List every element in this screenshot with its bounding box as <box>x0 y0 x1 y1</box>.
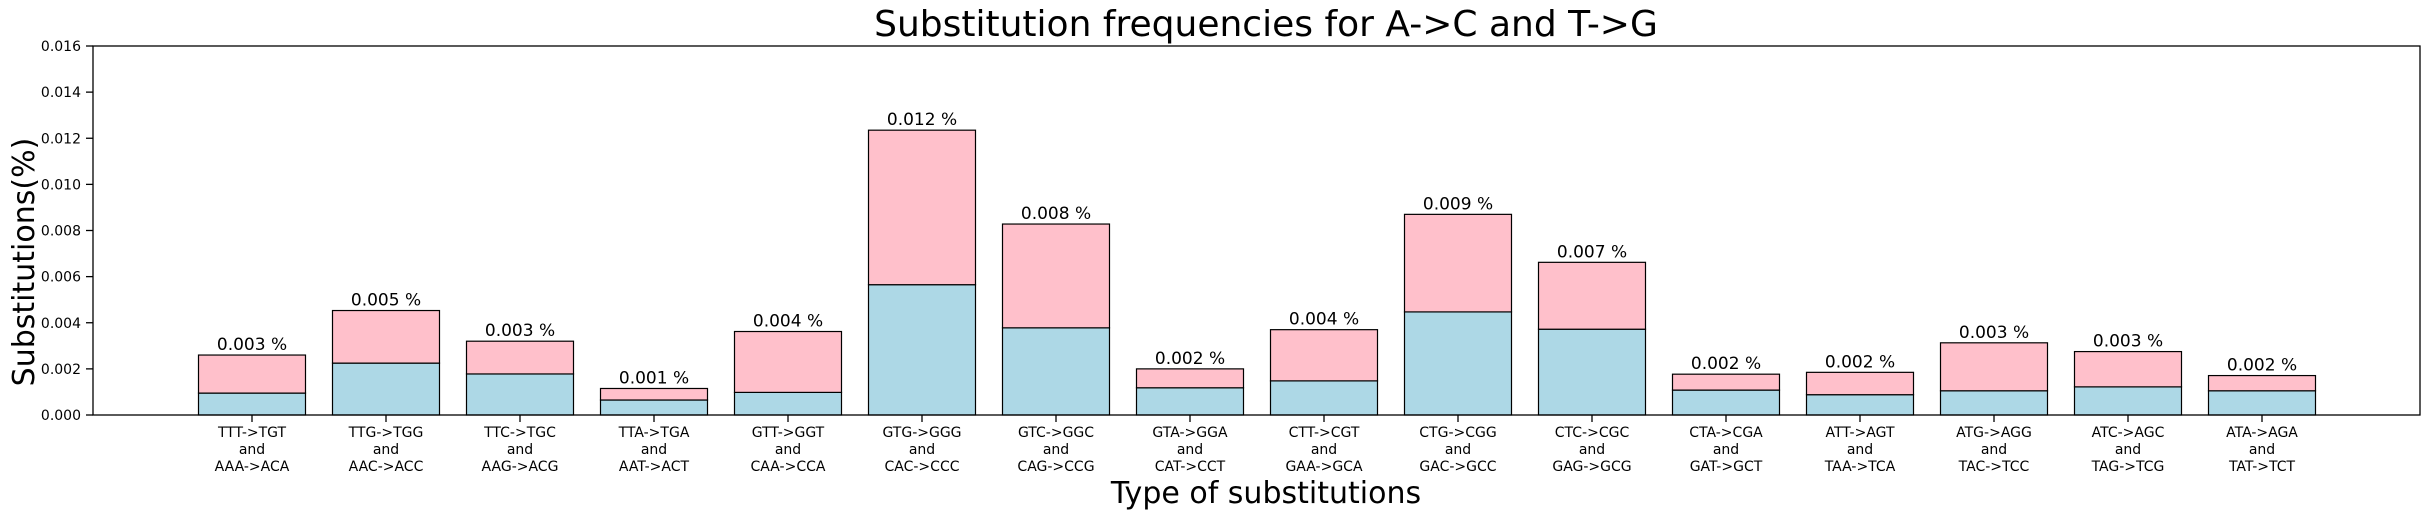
bar-segment-1 <box>599 399 709 416</box>
bar-segment-1 <box>1269 380 1379 416</box>
bar-value-label: 0.002 % <box>1825 352 1895 372</box>
y-tick-label: 0.006 <box>41 270 81 286</box>
bar-segment-2 <box>1537 261 1647 330</box>
x-tick-label: TTA->TGA and AAT->ACT <box>618 425 690 475</box>
bar-segment-2 <box>733 330 843 393</box>
bar-segment-2 <box>197 354 307 394</box>
bar-value-label: 0.003 % <box>485 321 555 341</box>
bar-segment-2 <box>867 129 977 286</box>
bars <box>197 129 2317 416</box>
chart-title: Substitution frequencies for A->C and T-… <box>874 4 1658 45</box>
x-tick-label: GTA->GGA and CAT->CCT <box>1152 425 1228 475</box>
y-tick-label: 0.016 <box>41 39 81 55</box>
x-tick-label: GTT->GGT and CAA->CCA <box>751 425 826 475</box>
bar-segment-1 <box>733 391 843 416</box>
bar-segment-2 <box>1939 342 2049 392</box>
x-tick-label: GTG->GGG and CAC->CCC <box>882 425 961 475</box>
x-tick-label: ATA->AGA and TAT->TCT <box>2226 425 2298 475</box>
bar-segment-1 <box>1805 394 1915 416</box>
x-tick-label: TTG->TGG and AAC->ACC <box>348 425 424 475</box>
x-tick-label: CTA->CGA and GAT->GCT <box>1689 425 1763 475</box>
bar-segment-2 <box>465 340 575 375</box>
bar-value-label: 0.012 % <box>887 110 957 130</box>
bar-segment-2 <box>1671 373 1781 391</box>
bar-value-label: 0.001 % <box>619 368 689 388</box>
bar-segment-1 <box>1403 311 1513 416</box>
x-tick-label: CTT->CGT and GAA->GCA <box>1285 425 1362 475</box>
bar-segment-2 <box>2073 350 2183 388</box>
bar-value-label: 0.003 % <box>1959 323 2029 343</box>
bar-value-label: 0.003 % <box>217 335 287 355</box>
y-tick-label: 0.012 <box>41 131 81 147</box>
bar-segment-2 <box>599 387 709 401</box>
bar-segment-2 <box>1269 329 1379 382</box>
x-tick-label: ATG->AGG and TAC->TCC <box>1956 425 2032 475</box>
x-tick-label: TTC->TGC and AAG->ACG <box>482 425 559 475</box>
bar-segment-1 <box>1135 387 1245 416</box>
bar-segment-1 <box>331 362 441 416</box>
bar-segment-1 <box>197 392 307 416</box>
bar-segment-1 <box>465 373 575 416</box>
x-tick-label: ATC->AGC and TAG->TCG <box>2091 425 2165 475</box>
bar-value-label: 0.007 % <box>1557 242 1627 262</box>
bar-segment-1 <box>1537 328 1647 416</box>
bar-value-label: 0.008 % <box>1021 204 1091 224</box>
bar-value-label: 0.004 % <box>1289 310 1359 330</box>
bar-segment-2 <box>1403 213 1513 313</box>
y-tick-label: 0.014 <box>41 85 81 101</box>
bar-value-label: 0.003 % <box>2093 332 2163 352</box>
plot-frame <box>92 45 2421 416</box>
x-tick-label: TTT->TGT and AAA->ACA <box>215 425 290 475</box>
y-tick-label: 0.004 <box>41 316 81 332</box>
bar-value-label: 0.002 % <box>2227 356 2297 376</box>
bar-segment-2 <box>2207 374 2317 392</box>
bar-value-label: 0.004 % <box>753 312 823 332</box>
x-tick-label: GTC->GGC and CAG->CCG <box>1017 425 1094 475</box>
bar-segment-1 <box>1001 327 1111 416</box>
bar-segment-2 <box>1805 371 1915 396</box>
value-labels: 0.003 % 0.005 % 0.003 % 0.001 % 0.004 % 0.012… <box>217 110 2297 388</box>
y-tick-label: 0.010 <box>41 177 81 193</box>
bar-segment-2 <box>1135 368 1245 389</box>
bar-value-label: 0.009 % <box>1423 194 1493 214</box>
x-axis: TTT->TGT and AAA->ACA TTG->TGG and AAC->ACC TT… <box>215 415 2298 475</box>
x-tick-label: CTG->CGG and GAC->GCC <box>1419 425 1497 475</box>
bar-segment-2 <box>331 309 441 364</box>
y-tick-label: 0.000 <box>41 408 81 424</box>
y-tick-label: 0.002 <box>41 362 81 378</box>
y-axis: 0.000 0.002 0.004 0.006 0.008 0.010 0.012 0.014… <box>41 39 93 424</box>
bar-value-label: 0.002 % <box>1155 349 1225 369</box>
bar-value-label: 0.002 % <box>1691 354 1761 374</box>
bar-segment-1 <box>2207 390 2317 416</box>
x-axis-label: Type of substitutions <box>1110 476 1421 511</box>
y-axis-label: Substitutions(%) <box>7 138 42 387</box>
bar-segment-1 <box>1939 390 2049 416</box>
bar-segment-1 <box>867 284 977 416</box>
bar-segment-1 <box>2073 386 2183 416</box>
x-tick-label: CTC->CGC and GAG->GCG <box>1552 425 1631 475</box>
bar-segment-1 <box>1671 389 1781 416</box>
bar-value-label: 0.005 % <box>351 291 421 311</box>
x-tick-label: ATT->AGT and TAA->TCA <box>1824 425 1896 475</box>
y-tick-label: 0.008 <box>41 224 81 240</box>
bar-segment-2 <box>1001 223 1111 329</box>
